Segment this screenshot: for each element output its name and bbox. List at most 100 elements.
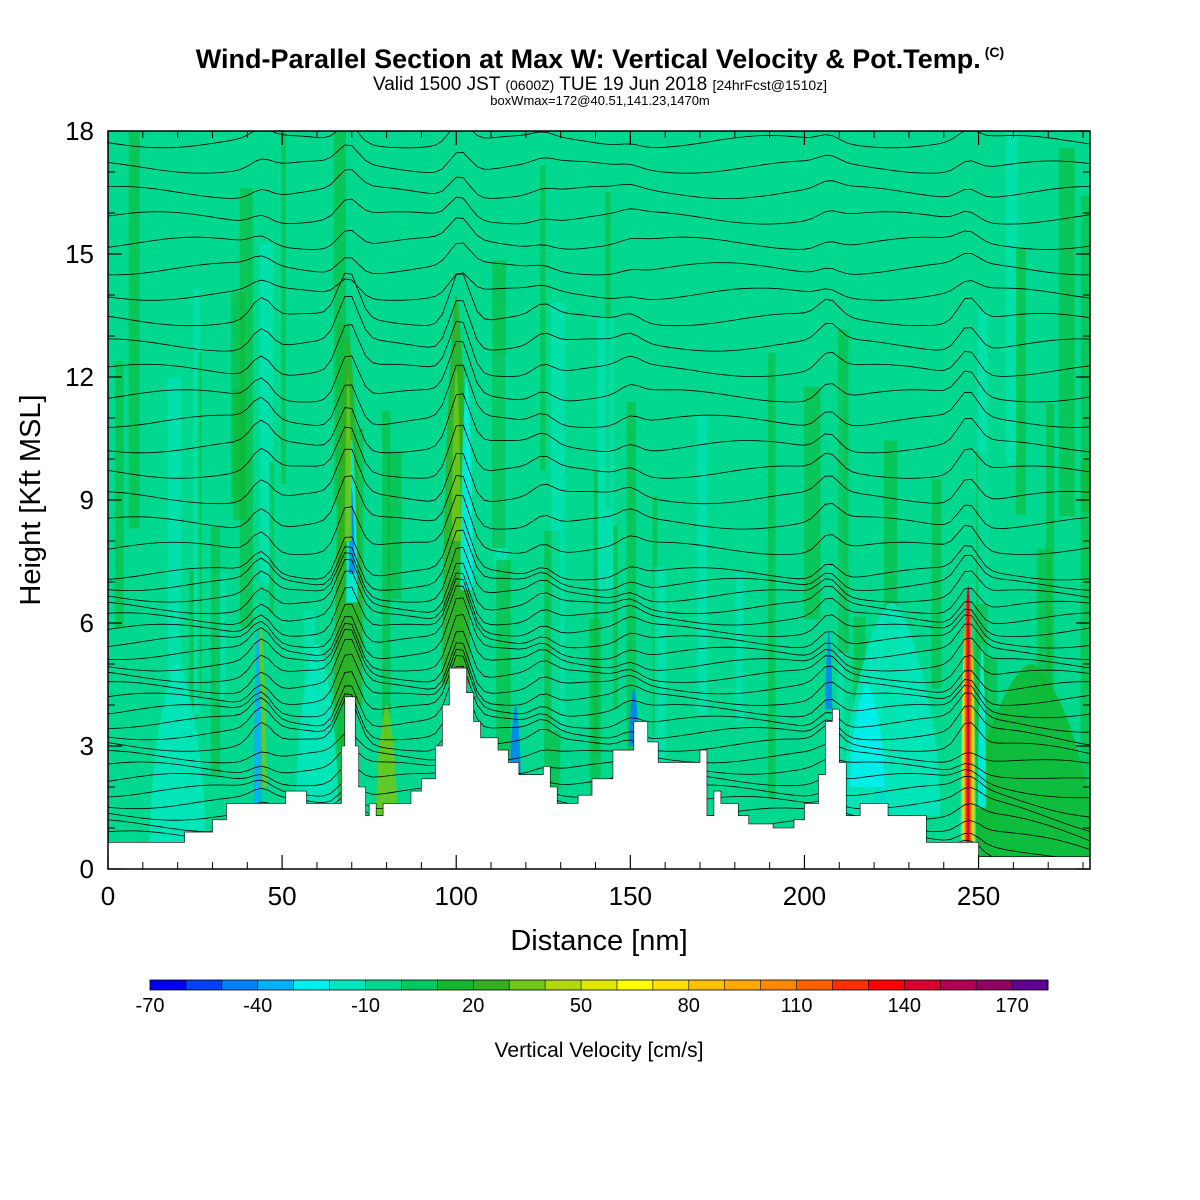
field-streak: [1080, 195, 1090, 512]
field-streak: [931, 479, 942, 689]
theta-contour: [108, 558, 1090, 615]
theta-contour: [108, 546, 1090, 603]
colorbar-swatch: [976, 980, 1013, 990]
colorbar-swatch: [545, 980, 582, 990]
colorbar-swatch: [185, 980, 223, 990]
colorbar-tick-label: 140: [888, 995, 921, 1017]
colorbar-tick-label: 170: [995, 995, 1028, 1017]
downdraft-core: [825, 631, 833, 710]
colorbar-tick-label: -10: [351, 995, 380, 1017]
theta-contour: [108, 340, 1090, 403]
colorbar-swatch: [832, 980, 869, 990]
field-streak: [387, 451, 402, 600]
theta-contour: [108, 638, 1090, 695]
x-tick-label: 150: [609, 881, 652, 911]
theta-contour: [108, 320, 1090, 378]
updraft-core: [451, 368, 461, 541]
theta-contour: [108, 393, 1090, 454]
field-streak: [613, 526, 618, 710]
field-streak: [269, 461, 274, 614]
theta-contour: [108, 424, 1090, 479]
colorbar-swatch: [365, 980, 402, 990]
colorbar-swatch: [437, 980, 474, 990]
field-streak: [381, 410, 391, 774]
theta-contour: [108, 448, 1090, 505]
colorbar-tick-label: 110: [781, 995, 813, 1017]
colorbar: -70 -40 -10 20 50 80 110 140 170: [136, 979, 1049, 1017]
field-streak: [496, 559, 511, 796]
colorbar-swatch: [904, 980, 941, 990]
field-streak: [167, 377, 181, 682]
theta-contour: [108, 655, 1090, 719]
field-streak: [1045, 403, 1055, 690]
chart-title: Wind-Parallel Section at Max W: Vertical…: [195, 44, 1005, 74]
field-region: [849, 684, 885, 787]
updraft-core: [344, 377, 352, 541]
field-streak: [189, 569, 195, 793]
colorbar-swatch: [940, 980, 977, 990]
colorbar-label: Vertical Velocity [cm/s]: [495, 1039, 704, 1062]
colorbar-swatch: [509, 980, 546, 990]
field-region: [968, 664, 1090, 857]
field-streak: [1006, 131, 1018, 464]
field-streak: [551, 302, 565, 731]
field-streak: [259, 243, 273, 583]
field-streak: [626, 401, 637, 820]
theta-contour: [108, 364, 1090, 428]
colorbar-swatch: [257, 980, 295, 990]
x-tick-label: 100: [435, 881, 478, 911]
theta-contour: [108, 614, 1090, 672]
colorbar-swatch: [401, 980, 438, 990]
field-streak: [654, 567, 666, 819]
theta-contour: [108, 597, 1090, 660]
colorbar-frame: [149, 979, 1049, 991]
field-streak: [978, 311, 988, 665]
colorbar-tick-label: 80: [678, 995, 700, 1017]
plot-area: [108, 131, 1090, 869]
x-tick-label: 0: [101, 881, 115, 911]
colorbar-swatch: [868, 980, 905, 990]
colorbar-tick-label: -70: [136, 995, 165, 1017]
theta-contour: [108, 196, 1090, 225]
chart-subtitle: Valid 1500 JST (0600Z) TUE 19 Jun 2018 […: [372, 74, 828, 95]
field-streak: [540, 165, 546, 471]
field-streak: [593, 471, 598, 755]
updraft-core: [376, 705, 398, 816]
field-streak: [210, 526, 221, 778]
theta-contour: [108, 648, 1090, 706]
theta-contour: [108, 217, 1090, 250]
colorbar-swatch: [796, 980, 833, 990]
colorbar-swatch: [329, 980, 367, 990]
x-tick-label: 50: [268, 881, 297, 911]
colorbar-swatch: [760, 980, 798, 990]
field-region: [296, 643, 338, 804]
x-tick-label: 200: [783, 881, 826, 911]
theta-contour: [108, 570, 1090, 626]
field-streak: [281, 131, 286, 484]
field-streak: [492, 260, 506, 549]
y-tick-label: 6: [80, 608, 94, 638]
colorbar-tick-label: 50: [570, 995, 592, 1017]
y-axis-label: Height [Kft MSL]: [15, 394, 47, 605]
theta-contour: [108, 272, 1090, 327]
y-tick-label: 18: [65, 116, 94, 146]
theta-contour: [108, 517, 1090, 581]
field-streak: [697, 414, 708, 715]
theta-contour: [108, 698, 1090, 755]
field-region: [149, 664, 206, 845]
field-streak: [128, 131, 140, 529]
y-tick-label: 0: [80, 854, 94, 884]
theta-contour: [108, 144, 1090, 174]
theta-contour: [108, 578, 1090, 637]
x-tick-label: 250: [957, 881, 1000, 911]
theta-contour: [108, 529, 1090, 592]
chart-subtitle-secondary: boxWmax=172@40.51,141.23,1470m: [490, 93, 710, 108]
colorbar-swatch: [616, 980, 654, 990]
theta-contour: [108, 585, 1090, 649]
theta-contour: [108, 272, 1090, 301]
theta-contour: [108, 733, 1090, 764]
max-updraft-core: [960, 586, 976, 845]
colorbar-swatch: [688, 980, 726, 990]
colorbar-swatch: [1012, 980, 1049, 990]
theta-contour: [108, 296, 1090, 352]
